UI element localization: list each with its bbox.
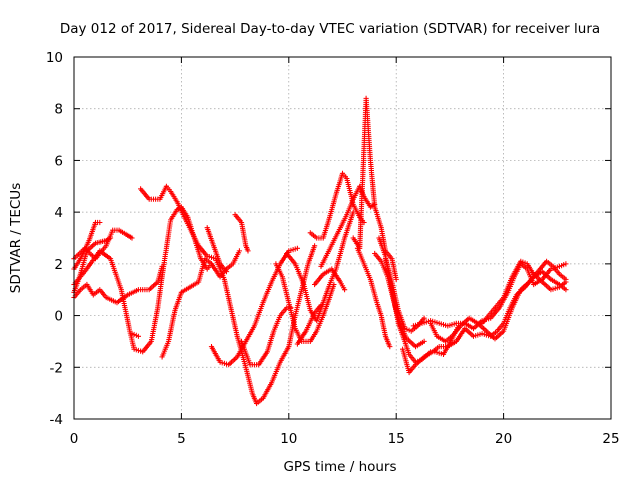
- data-point-track: [432, 323, 462, 357]
- data-point-track: [238, 305, 294, 368]
- data-point-track: [318, 183, 378, 269]
- data-series: [71, 95, 569, 407]
- data-point-track: [204, 225, 230, 275]
- data-point-track: [354, 245, 393, 350]
- data-point-track: [376, 235, 434, 365]
- data-point-track: [71, 204, 215, 355]
- x-tick-label: 25: [602, 431, 619, 447]
- data-point-track: [350, 95, 399, 282]
- data-point-track: [273, 261, 337, 344]
- y-tick-label: 6: [54, 153, 63, 169]
- data-point-track: [232, 212, 251, 254]
- y-tick-label: 10: [46, 50, 63, 66]
- data-point-track: [479, 258, 569, 326]
- x-axis-label: GPS time / hours: [283, 459, 396, 475]
- y-tick-label: -2: [50, 360, 63, 376]
- y-tick-label: -4: [50, 412, 63, 428]
- x-tick-label: 10: [280, 431, 297, 447]
- data-point-track: [307, 170, 367, 241]
- y-tick-label: 8: [54, 102, 63, 118]
- data-point-track: [129, 331, 141, 339]
- data-point-track: [312, 266, 348, 293]
- x-tick-label: 0: [70, 431, 79, 447]
- x-tick-label: 20: [495, 431, 512, 447]
- y-tick-label: 0: [54, 309, 63, 325]
- y-tick-label: 4: [54, 205, 63, 221]
- chart-title: Day 012 of 2017, Sidereal Day-to-day VTE…: [60, 21, 600, 37]
- y-tick-label: 2: [54, 257, 63, 273]
- y-axis-label: SDTVAR / TECUs: [8, 183, 24, 293]
- x-tick-label: 5: [177, 431, 186, 447]
- data-point-track: [372, 250, 427, 350]
- data-point-track: [159, 248, 242, 360]
- data-point-track: [138, 183, 318, 407]
- x-tick-label: 15: [388, 431, 405, 447]
- data-point-track: [294, 302, 324, 347]
- plot-frame: [73, 56, 612, 420]
